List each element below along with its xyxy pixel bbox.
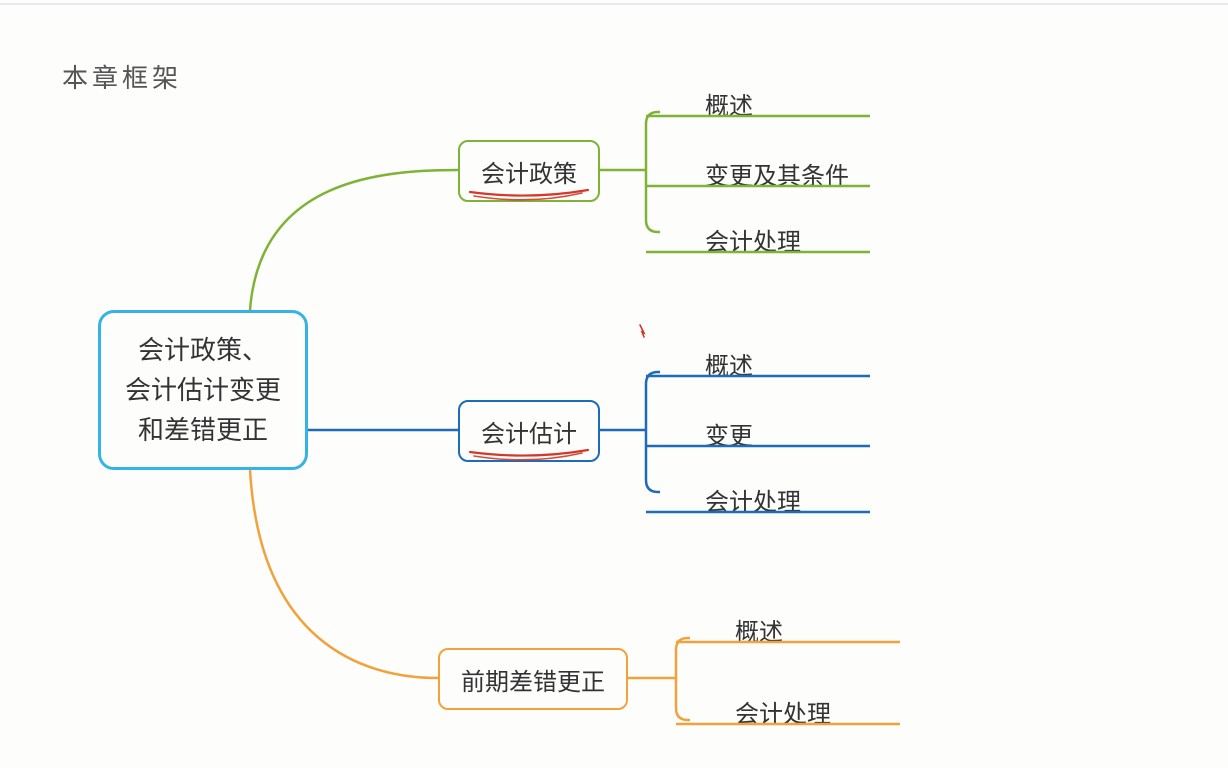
leaf-estimate-1: 变更 (705, 416, 753, 451)
leaf-estimate-0: 概述 (705, 346, 753, 381)
branch-node-estimate: 会计估计 (458, 400, 600, 462)
leaf-policy-1: 变更及其条件 (705, 156, 849, 191)
leaf-error-1: 会计处理 (735, 694, 831, 729)
root-node: 会计政策、会计估计变更和差错更正 (98, 310, 308, 470)
leaf-estimate-2: 会计处理 (705, 482, 801, 517)
branch-node-error-label: 前期差错更正 (461, 662, 605, 697)
page-title: 本章框架 (62, 58, 182, 95)
branch-node-policy: 会计政策 (458, 140, 600, 202)
leaf-policy-0: 概述 (705, 86, 753, 121)
root-node-label: 会计政策、会计估计变更和差错更正 (125, 330, 281, 450)
branch-node-policy-label: 会计政策 (481, 154, 577, 189)
branch-node-error: 前期差错更正 (438, 648, 628, 710)
leaf-policy-2: 会计处理 (705, 222, 801, 257)
leaf-error-0: 概述 (735, 612, 783, 647)
branch-node-estimate-label: 会计估计 (481, 414, 577, 449)
